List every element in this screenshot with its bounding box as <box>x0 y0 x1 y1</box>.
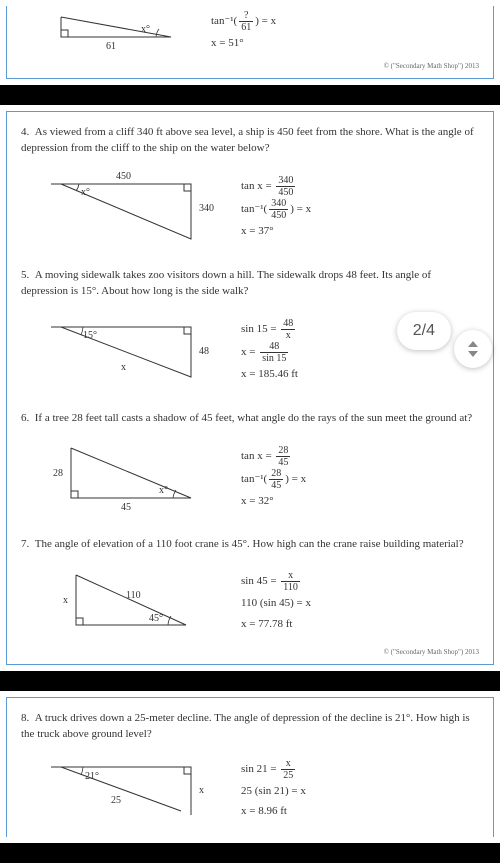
answer: x = 8.96 ft <box>241 801 306 822</box>
answer: x = 37° <box>241 221 311 242</box>
problem-8: 8. A truck drives down a 25-meter declin… <box>21 710 479 829</box>
answer: x = 32° <box>241 491 306 512</box>
answer: x = 185.46 ft <box>241 364 298 385</box>
arrow-up-icon[interactable] <box>468 341 478 347</box>
svg-text:340: 340 <box>199 203 214 214</box>
page-navigation: 2/4 <box>397 312 451 350</box>
triangle-8: 21° 25 x <box>41 755 221 825</box>
svg-text:21°: 21° <box>85 771 99 782</box>
svg-text:45: 45 <box>121 502 131 513</box>
page-3-partial: 8. A truck drives down a 25-meter declin… <box>0 691 500 843</box>
svg-text:48: 48 <box>199 346 209 357</box>
triangle-5: 15° x 48 <box>41 312 221 392</box>
page-gap <box>0 671 500 691</box>
equations-4: tan x = 340450 tan⁻¹(340450) = x x = 37° <box>241 175 311 242</box>
problem-num: 5. <box>21 269 29 281</box>
equations-6: tan x = 2845 tan⁻¹(2845) = x x = 32° <box>241 445 306 512</box>
page-gap <box>0 85 500 105</box>
page-arrows <box>454 330 492 368</box>
problem-4: 4. As viewed from a cliff 340 ft above s… <box>21 124 479 253</box>
problem-7: 7. The angle of elevation of a 110 foot … <box>21 536 479 644</box>
equations-7: sin 45 = x110 110 (sin 45) = x x = 77.78… <box>241 570 311 635</box>
answer: x = 51° <box>211 33 276 54</box>
triangle-7: x 110 45° <box>41 565 221 640</box>
triangle-partial: x° 61 <box>41 12 191 52</box>
page-indicator: 2/4 <box>397 312 451 350</box>
problem-text: As viewed from a cliff 340 ft above sea … <box>21 126 474 155</box>
arrow-down-icon[interactable] <box>468 351 478 357</box>
eq: tan⁻¹( <box>211 15 237 27</box>
svg-text:110: 110 <box>126 590 141 601</box>
svg-text:x°: x° <box>159 485 168 496</box>
problem-num: 8. <box>21 712 29 724</box>
svg-text:28: 28 <box>53 468 63 479</box>
triangle-6: 28 45 x° <box>41 438 221 518</box>
svg-text:x: x <box>63 595 68 606</box>
equations-5: sin 15 = 48x x = 48sin 15 x = 185.46 ft <box>241 318 298 385</box>
copyright: © ("Secondary Math Shop") 2013 <box>21 62 479 70</box>
triangle-4: 450 x° 340 <box>41 169 221 249</box>
base-label: 61 <box>106 41 116 52</box>
equations-partial: tan⁻¹(?61) = x x = 51° <box>211 10 276 54</box>
svg-text:15°: 15° <box>83 330 97 341</box>
svg-text:25: 25 <box>111 795 121 806</box>
problem-5: 5. A moving sidewalk takes zoo visitors … <box>21 267 479 396</box>
answer: x = 77.78 ft <box>241 614 311 635</box>
problem-text: A moving sidewalk takes zoo visitors dow… <box>21 269 431 298</box>
problem-text: If a tree 28 feet tall casts a shadow of… <box>35 412 472 424</box>
problem-partial-work: x° 61 tan⁻¹(?61) = x x = 51° <box>21 6 479 58</box>
page-2: 4. As viewed from a cliff 340 ft above s… <box>0 105 500 671</box>
problem-num: 4. <box>21 126 29 138</box>
copyright: © ("Secondary Math Shop") 2013 <box>21 648 479 656</box>
svg-text:45°: 45° <box>149 613 163 624</box>
problem-text: The angle of elevation of a 110 foot cra… <box>35 538 464 550</box>
problem-text: A truck drives down a 25-meter decline. … <box>21 712 470 741</box>
equations-8: sin 21 = x25 25 (sin 21) = x x = 8.96 ft <box>241 758 306 823</box>
svg-text:x: x <box>199 785 204 796</box>
angle-label: x° <box>141 24 150 35</box>
problem-6: 6. If a tree 28 feet tall casts a shadow… <box>21 410 479 523</box>
svg-text:450: 450 <box>116 171 131 182</box>
svg-text:x: x <box>121 362 126 373</box>
page-1-partial: x° 61 tan⁻¹(?61) = x x = 51° © ("Seconda… <box>0 0 500 85</box>
problem-num: 6. <box>21 412 29 424</box>
problem-num: 7. <box>21 538 29 550</box>
svg-text:x°: x° <box>81 187 90 198</box>
